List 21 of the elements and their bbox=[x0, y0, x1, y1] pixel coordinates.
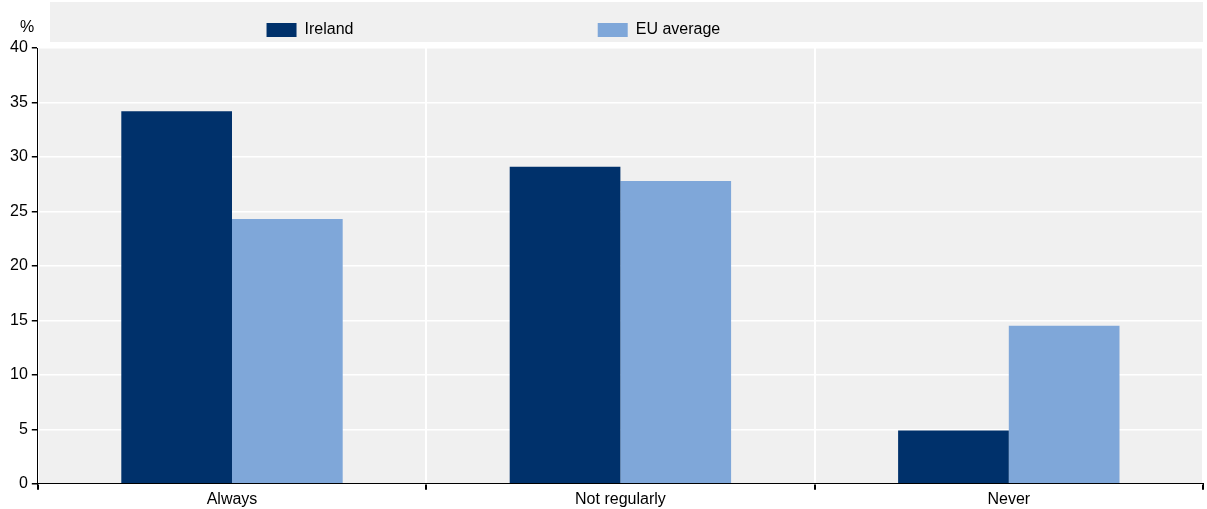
bar bbox=[509, 166, 621, 484]
x-tick-label: Never bbox=[987, 489, 1031, 507]
y-tick-label: 35 bbox=[10, 92, 28, 110]
y-tick-label: 30 bbox=[10, 147, 28, 165]
x-tick-label: Not regularly bbox=[575, 489, 666, 507]
bar bbox=[121, 111, 232, 484]
legend-label: EU average bbox=[635, 20, 943, 38]
y-tick-label: 5 bbox=[18, 419, 28, 437]
bar bbox=[620, 180, 732, 484]
legend-label: Ireland bbox=[304, 20, 576, 38]
x-tick-label: Always bbox=[206, 489, 258, 507]
y-tick-label: 20 bbox=[10, 256, 28, 274]
y-tick-label: 0 bbox=[18, 474, 28, 492]
bar bbox=[232, 219, 343, 484]
y-tick-label: 15 bbox=[10, 310, 28, 328]
y-tick-label: 40 bbox=[10, 38, 28, 56]
y-axis-title: % bbox=[19, 18, 35, 36]
y-tick-label: 10 bbox=[10, 365, 28, 383]
y-tick-label: 25 bbox=[10, 201, 28, 219]
bar bbox=[1008, 325, 1120, 484]
bar bbox=[898, 430, 1009, 484]
